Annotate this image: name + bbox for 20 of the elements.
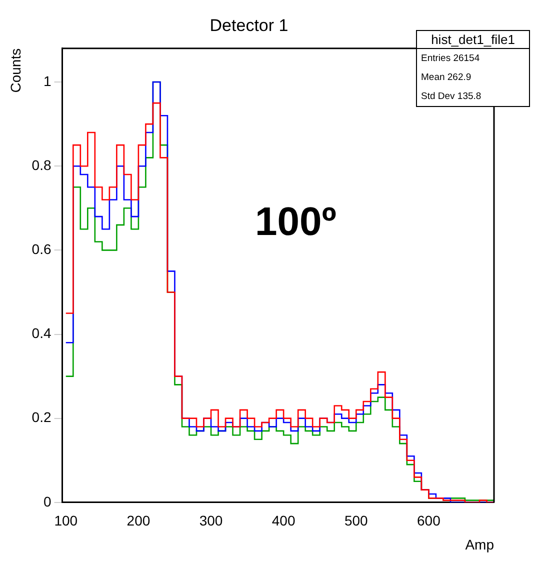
x-tick-label: 600 [417, 512, 441, 529]
y-axis-title: Counts [7, 48, 24, 93]
x-tick-label: 100 [54, 512, 78, 529]
annotation: Entries 26154 [420, 52, 481, 66]
annotation: 100º [255, 200, 336, 245]
y-tick-label: 0.8 [32, 156, 52, 173]
chart-title: Detector 1 [210, 16, 288, 35]
y-tick-label: 0 [43, 493, 52, 510]
text: hist_det1_file1 [417, 31, 529, 49]
x-tick-label: 300 [199, 512, 223, 529]
annotation: Mean 262.9 [420, 71, 472, 85]
y-tick-label: 1 [43, 72, 52, 89]
x-tick-label: 400 [272, 512, 296, 529]
y-tick-label: 0.2 [32, 409, 52, 426]
y-tick-label: 0.4 [32, 325, 52, 342]
annotation: Std Dev 135.8 [420, 90, 482, 104]
x-tick-label: 500 [344, 512, 368, 529]
x-axis-title: Amp [465, 536, 494, 552]
x-tick-label: 200 [126, 512, 150, 529]
y-tick-label: 0.6 [32, 241, 52, 258]
